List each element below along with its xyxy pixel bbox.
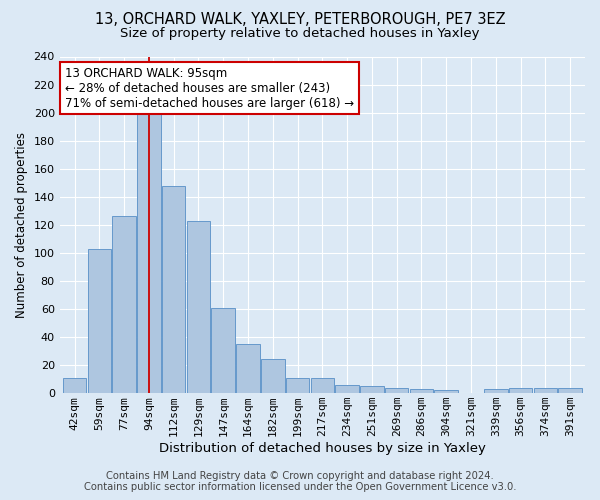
X-axis label: Distribution of detached houses by size in Yaxley: Distribution of detached houses by size …	[159, 442, 486, 455]
Bar	[236, 344, 260, 393]
Bar	[162, 186, 185, 393]
Bar	[63, 378, 86, 393]
Bar	[410, 389, 433, 393]
Bar	[211, 308, 235, 393]
Y-axis label: Number of detached properties: Number of detached properties	[15, 132, 28, 318]
Bar	[137, 112, 161, 393]
Bar	[385, 388, 409, 393]
Text: Contains HM Land Registry data © Crown copyright and database right 2024.
Contai: Contains HM Land Registry data © Crown c…	[84, 471, 516, 492]
Bar	[484, 389, 508, 393]
Bar	[261, 360, 284, 393]
Text: Size of property relative to detached houses in Yaxley: Size of property relative to detached ho…	[120, 28, 480, 40]
Bar	[187, 220, 210, 393]
Text: 13 ORCHARD WALK: 95sqm
← 28% of detached houses are smaller (243)
71% of semi-de: 13 ORCHARD WALK: 95sqm ← 28% of detached…	[65, 66, 354, 110]
Bar	[533, 388, 557, 393]
Bar	[509, 388, 532, 393]
Bar	[559, 388, 582, 393]
Bar	[88, 248, 111, 393]
Bar	[434, 390, 458, 393]
Bar	[335, 385, 359, 393]
Bar	[112, 216, 136, 393]
Bar	[311, 378, 334, 393]
Bar	[286, 378, 310, 393]
Text: 13, ORCHARD WALK, YAXLEY, PETERBOROUGH, PE7 3EZ: 13, ORCHARD WALK, YAXLEY, PETERBOROUGH, …	[95, 12, 505, 28]
Bar	[360, 386, 383, 393]
